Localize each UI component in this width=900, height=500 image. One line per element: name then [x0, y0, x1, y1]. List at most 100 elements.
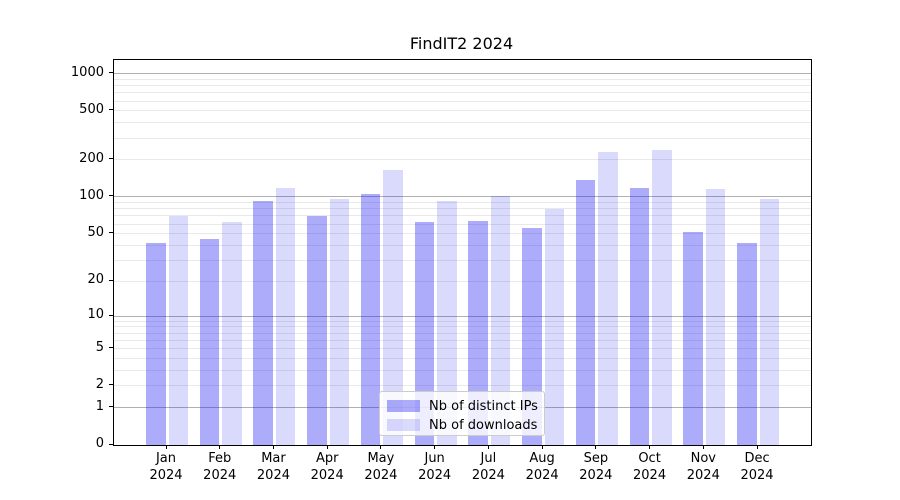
- x-tick-mark: [272, 445, 274, 449]
- minor-gridline: [114, 357, 811, 359]
- minor-gridline: [114, 320, 811, 322]
- x-tick-mark: [541, 445, 543, 449]
- x-tick-mark: [649, 445, 651, 449]
- bar-downloads-feb: [222, 222, 242, 445]
- x-tick-text: 2024: [579, 468, 613, 483]
- x-tick-label-aug: Aug 2024: [514, 450, 570, 484]
- legend-swatch-distinct-ips: [387, 400, 420, 412]
- bar-distinct-ips-jan: [146, 242, 166, 445]
- y-tick-label: 20: [87, 272, 104, 288]
- bar-distinct-ips-mar: [253, 201, 273, 445]
- y-tick-mark: [109, 109, 113, 111]
- y-tick-label: 50: [87, 224, 104, 240]
- minor-gridline: [114, 223, 811, 225]
- y-tick-label: 10: [87, 307, 104, 323]
- major-gridline: [114, 315, 811, 317]
- minor-gridline: [114, 100, 811, 102]
- bar-downloads-dec: [759, 198, 780, 445]
- y-tick-mark: [109, 72, 113, 74]
- minor-gridline: [114, 326, 811, 328]
- x-tick-label-may: May 2024: [353, 450, 409, 484]
- y-tick-mark: [109, 384, 113, 386]
- minor-gridline: [114, 110, 811, 112]
- y-tick-mark: [109, 347, 113, 349]
- x-tick-mark: [434, 445, 436, 449]
- minor-gridline: [114, 385, 811, 387]
- x-tick-text: 2024: [310, 468, 344, 483]
- bar-downloads-sep: [598, 152, 618, 445]
- y-tick-label: 1000: [70, 64, 104, 80]
- bar-downloads-jul: [490, 196, 511, 445]
- minor-gridline: [114, 78, 811, 80]
- minor-gridline: [114, 369, 811, 371]
- major-gridline: [114, 73, 811, 75]
- x-tick-text: 2024: [740, 468, 774, 483]
- x-tick-label-jun: Jun 2024: [407, 450, 463, 484]
- legend-entry-distinct-ips: Nb of distinct IPs: [387, 397, 538, 415]
- x-tick-label-mar: Mar 2024: [245, 450, 301, 484]
- x-tick-text: Jun: [424, 451, 445, 466]
- x-tick-mark: [487, 445, 489, 449]
- minor-gridline: [114, 159, 811, 161]
- x-tick-text: 2024: [149, 468, 183, 483]
- x-tick-text: 2024: [686, 468, 720, 483]
- bar-distinct-ips-jun: [414, 222, 435, 445]
- minor-gridline: [114, 348, 811, 350]
- x-tick-label-feb: Feb 2024: [192, 450, 248, 484]
- y-tick-mark: [109, 314, 113, 316]
- minor-gridline: [114, 85, 811, 87]
- x-tick-text: 2024: [633, 468, 667, 483]
- bar-downloads-apr: [329, 198, 350, 445]
- bar-distinct-ips-aug: [522, 227, 542, 445]
- plot-area: [113, 59, 812, 446]
- x-tick-label-jul: Jul 2024: [460, 450, 516, 484]
- major-gridline: [114, 196, 811, 198]
- y-tick-label: 0: [95, 436, 104, 451]
- bar-distinct-ips-feb: [199, 239, 220, 445]
- chart-title: FindIT2 2024: [409, 34, 514, 53]
- x-tick-text: Feb: [208, 451, 232, 466]
- x-tick-text: 2024: [471, 468, 505, 483]
- x-tick-text: 2024: [256, 468, 290, 483]
- x-tick-mark: [219, 445, 221, 449]
- bar-distinct-ips-oct: [629, 188, 650, 445]
- y-tick-label: 2: [95, 376, 104, 392]
- x-tick-label-sep: Sep 2024: [568, 450, 624, 484]
- minor-gridline: [114, 215, 811, 217]
- x-tick-text: 2024: [203, 468, 237, 483]
- y-tick-label: 1: [95, 398, 104, 414]
- x-tick-mark: [326, 445, 328, 449]
- bar-downloads-may: [383, 170, 403, 445]
- x-tick-text: Apr: [315, 451, 339, 466]
- y-tick-mark: [109, 232, 113, 234]
- y-tick-label: 500: [79, 101, 104, 117]
- y-tick-mark: [109, 406, 113, 408]
- minor-gridline: [114, 339, 811, 341]
- minor-gridline: [114, 233, 811, 235]
- minor-gridline: [114, 137, 811, 139]
- x-tick-label-apr: Apr 2024: [299, 450, 355, 484]
- x-tick-label-jan: Jan 2024: [138, 450, 194, 484]
- x-tick-text: Jan: [155, 451, 177, 466]
- x-tick-label-nov: Nov 2024: [675, 450, 731, 484]
- x-tick-text: Oct: [638, 451, 661, 466]
- y-tick-mark: [109, 158, 113, 160]
- x-tick-text: Mar: [261, 451, 286, 466]
- legend: Nb of distinct IPs Nb of downloads: [379, 391, 545, 436]
- x-tick-text: May: [367, 451, 395, 466]
- legend-swatch-downloads: [387, 419, 420, 431]
- minor-gridline: [114, 92, 811, 94]
- minor-gridline: [114, 244, 811, 246]
- bar-distinct-ips-nov: [683, 231, 703, 445]
- bar-distinct-ips-may: [360, 193, 381, 445]
- y-tick-mark: [109, 195, 113, 197]
- y-tick-label: 5: [95, 339, 104, 355]
- x-tick-mark: [165, 445, 167, 449]
- legend-label-distinct-ips: Nb of distinct IPs: [429, 398, 538, 414]
- x-tick-mark: [756, 445, 758, 449]
- x-tick-mark: [702, 445, 704, 449]
- bar-distinct-ips-sep: [575, 180, 596, 445]
- minor-gridline: [114, 259, 811, 261]
- x-tick-text: Sep: [583, 451, 609, 466]
